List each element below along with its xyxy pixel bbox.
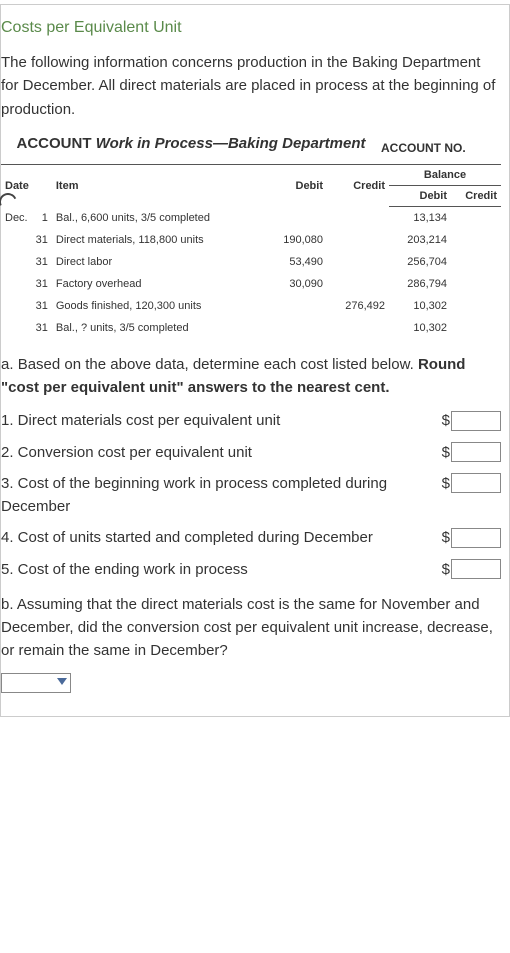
- part-b: b. Assuming that the direct materials co…: [1, 593, 501, 663]
- ledger-header-item: Item: [52, 164, 265, 206]
- ledger-header-credit: Credit: [327, 164, 389, 206]
- ledger-bcredit: [451, 251, 501, 273]
- answer-input-1[interactable]: [451, 411, 501, 431]
- ledger-bdebit: 10,302: [389, 317, 451, 339]
- dollar-sign: $: [442, 526, 450, 549]
- ledger-day: 31: [32, 273, 52, 295]
- question-row: 1. Direct materials cost per equivalent …: [1, 409, 501, 432]
- ledger-item: Bal., ? units, 3/5 completed: [52, 317, 265, 339]
- ledger-credit: [327, 229, 389, 251]
- ledger-month: Dec.: [1, 206, 32, 229]
- account-no-label: ACCOUNT NO.: [381, 135, 501, 155]
- ledger-debit: 190,080: [265, 229, 327, 251]
- ledger-header-bcredit: Credit: [451, 185, 501, 206]
- ledger-item: Direct labor: [52, 251, 265, 273]
- answer-input-5[interactable]: [451, 559, 501, 579]
- question-text: 4. Cost of units started and completed d…: [1, 526, 442, 549]
- table-row: 31 Direct materials, 118,800 units 190,0…: [1, 229, 501, 251]
- answer-input-4[interactable]: [451, 528, 501, 548]
- question-row: 3. Cost of the beginning work in process…: [1, 472, 501, 519]
- question-input-group: $: [442, 409, 501, 432]
- ledger-header-balance: Balance: [389, 164, 501, 185]
- ledger-body: Dec. 1 Bal., 6,600 units, 3/5 completed …: [1, 206, 501, 339]
- ledger-credit: [327, 273, 389, 295]
- table-row: 31 Direct labor 53,490 256,704: [1, 251, 501, 273]
- ledger-debit: 53,490: [265, 251, 327, 273]
- ledger-day: 31: [32, 295, 52, 317]
- question-text: 5. Cost of the ending work in process: [1, 558, 442, 581]
- dollar-sign: $: [442, 472, 450, 495]
- question-input-group: $: [442, 558, 501, 581]
- ledger-item: Factory overhead: [52, 273, 265, 295]
- account-heading-prefix: ACCOUNT: [17, 135, 96, 152]
- part-a: a. Based on the above data, determine ea…: [1, 353, 501, 400]
- ledger-bcredit: [451, 317, 501, 339]
- ledger-table: Date Item Debit Credit Balance Debit Cre…: [1, 164, 501, 339]
- account-heading-row: ACCOUNT Work in Process—Baking Departmen…: [1, 135, 501, 158]
- question-text: 2. Conversion cost per equivalent unit: [1, 441, 442, 464]
- ledger-debit: [265, 206, 327, 229]
- ledger-day: 31: [32, 251, 52, 273]
- ledger-debit: [265, 317, 327, 339]
- ledger-debit: [265, 295, 327, 317]
- dollar-sign: $: [442, 409, 450, 432]
- part-b-prefix: b.: [1, 596, 14, 613]
- ledger-item: Bal., 6,600 units, 3/5 completed: [52, 206, 265, 229]
- account-heading: ACCOUNT Work in Process—Baking Departmen…: [1, 135, 381, 152]
- table-row: 31 Goods finished, 120,300 units 276,492…: [1, 295, 501, 317]
- question-text: 3. Cost of the beginning work in process…: [1, 472, 442, 519]
- ledger-item: Direct materials, 118,800 units: [52, 229, 265, 251]
- dollar-sign: $: [442, 441, 450, 464]
- ledger-credit: 276,492: [327, 295, 389, 317]
- account-heading-italic: Work in Process—Baking Department: [96, 135, 366, 152]
- question-text: 1. Direct materials cost per equivalent …: [1, 409, 442, 432]
- table-row: Dec. 1 Bal., 6,600 units, 3/5 completed …: [1, 206, 501, 229]
- ledger-item: Goods finished, 120,300 units: [52, 295, 265, 317]
- question-list: 1. Direct materials cost per equivalent …: [1, 409, 501, 581]
- ledger-bcredit: [451, 295, 501, 317]
- part-a-prefix: a.: [1, 356, 14, 373]
- page-title: Costs per Equivalent Unit: [1, 19, 501, 37]
- dollar-sign: $: [442, 558, 450, 581]
- ledger-bdebit: 13,134: [389, 206, 451, 229]
- ledger-day: 1: [32, 206, 52, 229]
- part-b-text: Assuming that the direct materials cost …: [1, 596, 493, 660]
- question-row: 4. Cost of units started and completed d…: [1, 526, 501, 549]
- ledger-header-date: Date: [1, 164, 52, 206]
- ledger-bdebit: 286,794: [389, 273, 451, 295]
- question-row: 2. Conversion cost per equivalent unit $: [1, 441, 501, 464]
- answer-input-3[interactable]: [451, 473, 501, 493]
- question-input-group: $: [442, 472, 501, 495]
- question-row: 5. Cost of the ending work in process $: [1, 558, 501, 581]
- ledger-debit: 30,090: [265, 273, 327, 295]
- answer-input-2[interactable]: [451, 442, 501, 462]
- part-a-text1: Based on the above data, determine each …: [18, 356, 418, 373]
- ledger-credit: [327, 206, 389, 229]
- document-container: Costs per Equivalent Unit The following …: [0, 4, 510, 717]
- ledger-header-debit: Debit: [265, 164, 327, 206]
- ledger-day: 31: [32, 317, 52, 339]
- ledger-day: 31: [32, 229, 52, 251]
- intro-paragraph: The following information concerns produ…: [1, 51, 501, 121]
- ledger-bcredit: [451, 273, 501, 295]
- table-row: 31 Bal., ? units, 3/5 completed 10,302: [1, 317, 501, 339]
- question-input-group: $: [442, 441, 501, 464]
- ledger-bcredit: [451, 229, 501, 251]
- part-b-dropdown[interactable]: [1, 673, 71, 693]
- question-input-group: $: [442, 526, 501, 549]
- ledger-bdebit: 256,704: [389, 251, 451, 273]
- ledger-credit: [327, 251, 389, 273]
- ledger-bcredit: [451, 206, 501, 229]
- ledger-header-bdebit: Debit: [389, 185, 451, 206]
- ledger-bdebit: 10,302: [389, 295, 451, 317]
- table-row: 31 Factory overhead 30,090 286,794: [1, 273, 501, 295]
- ledger-credit: [327, 317, 389, 339]
- ledger-bdebit: 203,214: [389, 229, 451, 251]
- chevron-down-icon: [57, 678, 67, 685]
